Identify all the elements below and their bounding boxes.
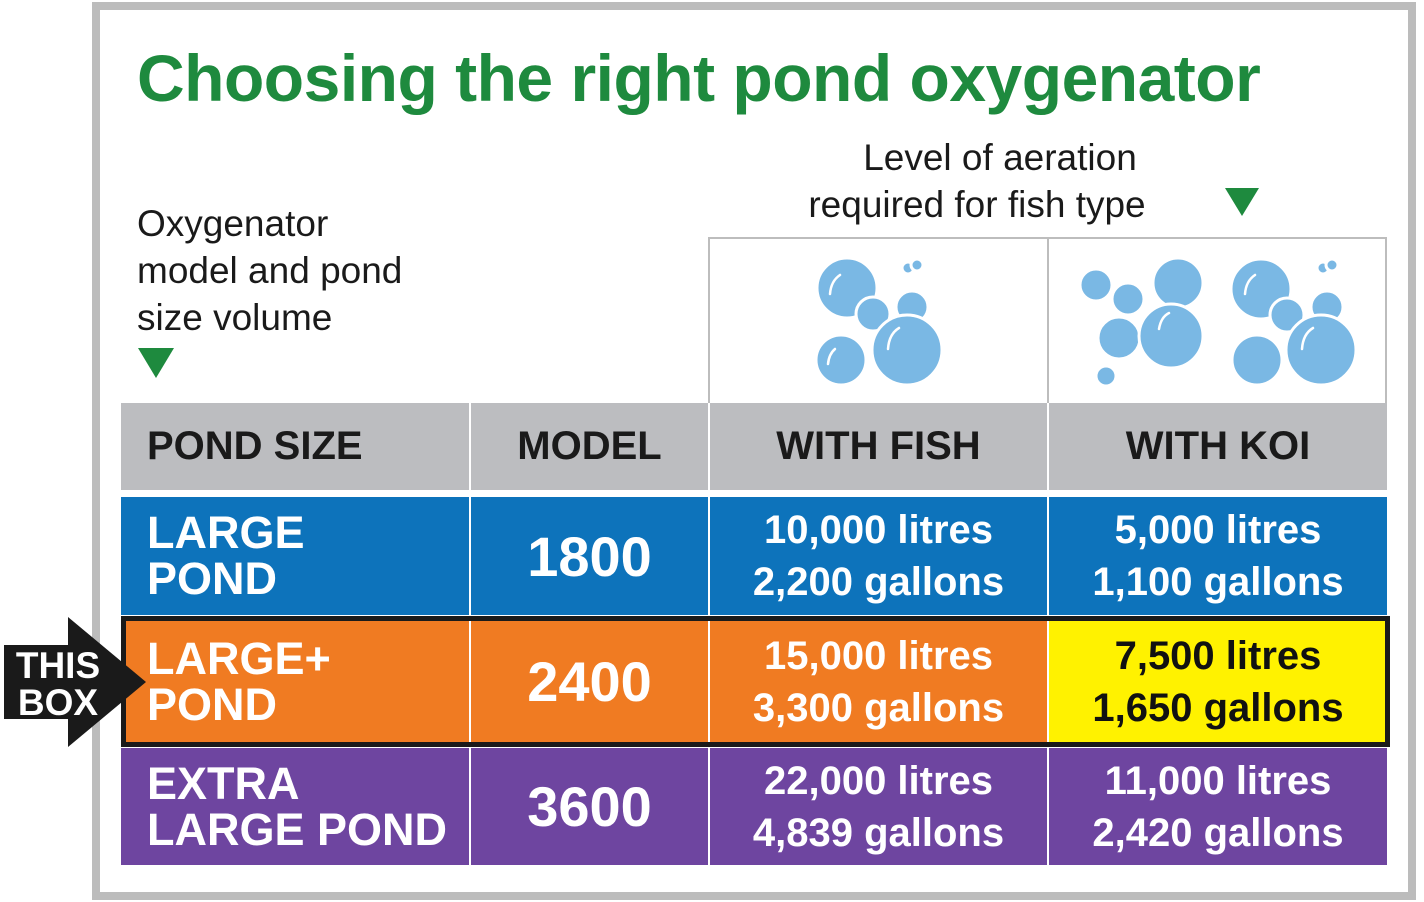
gallons-value: 4,839 gallons	[752, 810, 1005, 855]
label-line: required for fish type	[808, 184, 1146, 225]
table-row-extra-large-pond-size: EXTRA LARGE POND	[121, 748, 469, 865]
arrow-right-icon	[4, 617, 146, 747]
size-line: LARGE POND	[147, 803, 448, 855]
page-title: Choosing the right pond oxygenator	[137, 41, 1261, 115]
with-koi-capacity-highlighted: 7,500 litres 1,650 gallons	[1049, 618, 1387, 745]
label-line: size volume	[137, 297, 333, 338]
gallons-value: 2,200 gallons	[752, 560, 1005, 604]
litres-value: 22,000 litres	[763, 758, 994, 803]
header-pond-size: POND SIZE	[121, 403, 469, 490]
gallons-value: 1,650 gallons	[1092, 685, 1344, 730]
litres-value: 5,000 litres	[1114, 508, 1322, 552]
header-with-fish: WITH FISH	[710, 403, 1047, 490]
with-fish-bubbles-box	[708, 237, 1049, 403]
size-line: LARGE	[147, 507, 305, 558]
aeration-level-label: Level of aeration required for fish type	[700, 134, 1300, 228]
size-line: POND	[147, 553, 278, 604]
oxygenator-model-label: Oxygenator model and pond size volume	[137, 200, 402, 341]
with-koi-bubbles-box	[1047, 237, 1387, 403]
size-line: EXTRA	[147, 757, 300, 809]
bubbles-icon	[814, 256, 944, 387]
with-fish-capacity: 15,000 litres 3,300 gallons	[710, 618, 1047, 745]
with-fish-capacity: 10,000 litres 2,200 gallons	[710, 497, 1047, 615]
litres-value: 10,000 litres	[763, 508, 994, 552]
header-with-koi: WITH KOI	[1049, 403, 1387, 490]
this-box-callout: THIS BOX	[10, 647, 106, 721]
model-2400: 2400	[471, 618, 708, 745]
gallons-value: 1,100 gallons	[1092, 560, 1344, 604]
header-model: MODEL	[471, 403, 708, 490]
triangle-down-icon	[1225, 188, 1259, 216]
bubbles-icon	[1078, 256, 1358, 388]
table-row-large-plus-pond-size: LARGE+ POND	[121, 618, 469, 745]
size-line: LARGE+	[147, 632, 331, 684]
table-row-large-pond-size: LARGE POND	[121, 497, 469, 615]
gallons-value: 2,420 gallons	[1092, 810, 1344, 855]
litres-value: 11,000 litres	[1104, 758, 1332, 803]
litres-value: 15,000 litres	[763, 633, 994, 678]
size-line: POND	[147, 678, 278, 730]
litres-value: 7,500 litres	[1114, 633, 1322, 678]
with-koi-capacity: 5,000 litres 1,100 gallons	[1049, 497, 1387, 615]
with-koi-capacity: 11,000 litres 2,420 gallons	[1049, 748, 1387, 865]
gallons-value: 3,300 gallons	[752, 685, 1005, 730]
model-3600: 3600	[471, 748, 708, 865]
model-1800: 1800	[471, 497, 708, 615]
label-line: Oxygenator	[137, 203, 329, 244]
triangle-down-icon	[138, 348, 174, 378]
callout-line: THIS	[15, 645, 101, 686]
with-fish-capacity: 22,000 litres 4,839 gallons	[710, 748, 1047, 865]
label-line: model and pond	[137, 250, 403, 291]
callout-line: BOX	[17, 682, 99, 723]
label-line: Level of aeration	[863, 137, 1137, 178]
